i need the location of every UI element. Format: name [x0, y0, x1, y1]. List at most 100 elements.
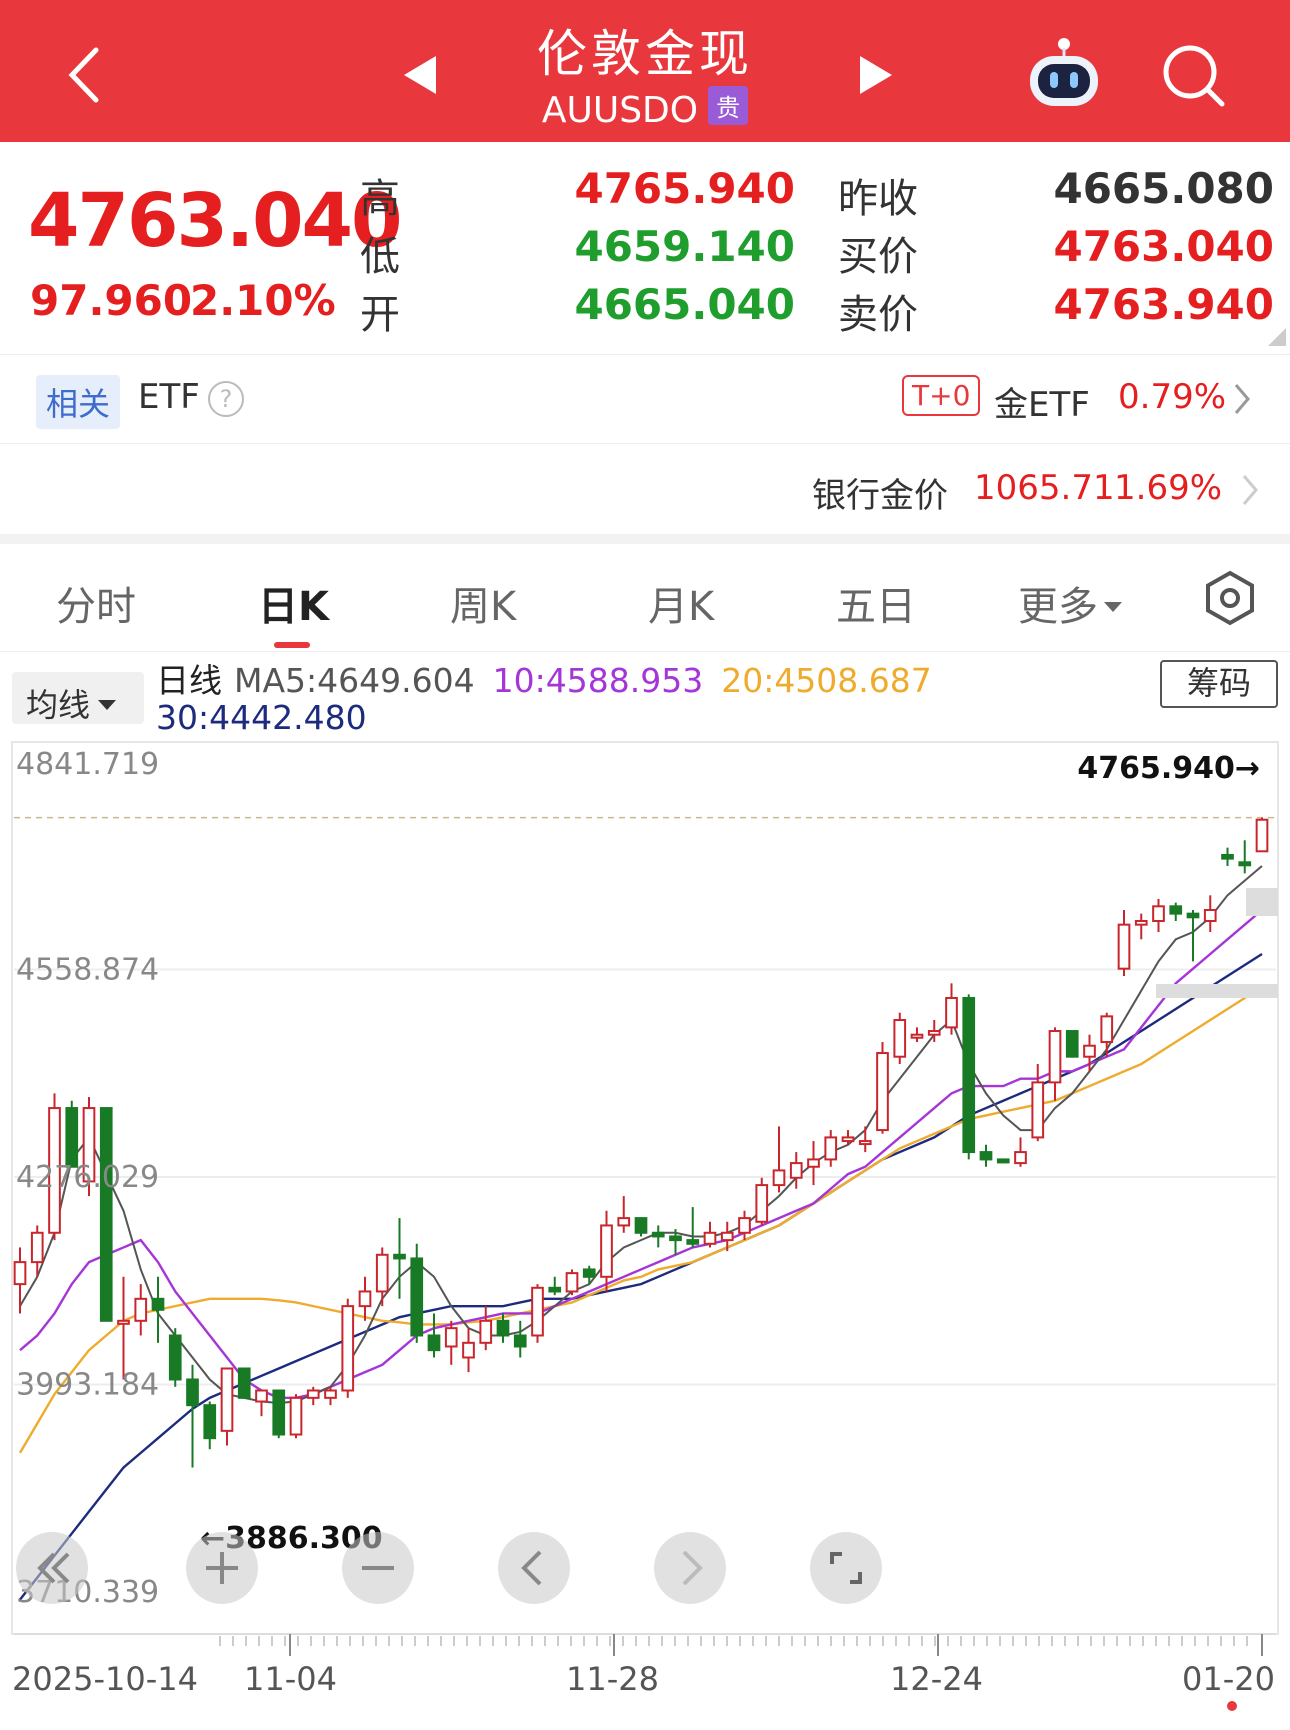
prev-close-value: 4665.080 [1053, 164, 1274, 213]
candle [341, 1298, 355, 1398]
candle-body [117, 1319, 130, 1325]
pan-left-button[interactable] [498, 1532, 570, 1604]
candle [134, 1284, 148, 1336]
candle-body [1169, 905, 1183, 915]
candle [634, 1217, 648, 1237]
candle-body [910, 1033, 924, 1039]
app-header: 伦敦金现 AUUSDO 贵 [0, 0, 1290, 142]
tab-monthly-k[interactable]: 月K [648, 584, 715, 630]
plot-frame [11, 741, 1279, 1635]
pan-right-button[interactable] [654, 1532, 726, 1604]
settings-hexagon-icon[interactable] [1202, 570, 1258, 626]
bank-gold-row[interactable]: 银行金价 1065.71 1.69% [0, 444, 1290, 534]
indicator-selector[interactable]: 均线 [12, 672, 144, 724]
zoom-in-button[interactable] [186, 1532, 258, 1604]
chevron-right-icon[interactable] [1240, 472, 1260, 508]
candlestick-chart[interactable]: 4841.719 4558.874 4276.029 3993.184 3710.339… [0, 740, 1290, 1730]
last-price: 4763.040 [28, 178, 403, 264]
tab-intraday[interactable]: 分时 [56, 584, 136, 630]
y-tick-label: 4841.719 [16, 747, 159, 782]
candle-body [220, 1367, 234, 1432]
bank-gold-percent: 1.69% [1114, 468, 1223, 508]
tab-more-label: 更多 [1018, 584, 1098, 630]
candle-body [168, 1334, 182, 1381]
etf-label: ETF [138, 377, 200, 417]
candle-body [203, 1404, 217, 1440]
candle [1031, 1064, 1045, 1142]
candle [168, 1328, 182, 1387]
ma-period-label: 日线 [156, 661, 222, 700]
related-etf-row[interactable]: 相关 ETF ? T+0 金ETF 0.79% [0, 354, 1290, 444]
candle [945, 983, 958, 1035]
candle [30, 1225, 44, 1277]
today-dot [1227, 1701, 1237, 1711]
tab-more[interactable]: 更多 [1018, 574, 1122, 632]
chevron-right-icon[interactable] [1232, 381, 1252, 417]
back-chevron-icon[interactable] [58, 40, 118, 110]
price-change: 97.960 [30, 276, 193, 325]
candle-body [1238, 861, 1252, 867]
candle [1186, 909, 1200, 962]
candle-body [1031, 1081, 1045, 1139]
gold-etf-name: 金ETF [994, 385, 1090, 425]
candle [996, 1158, 1010, 1164]
candle-body [738, 1217, 751, 1234]
candle-body [858, 1140, 872, 1146]
candle [255, 1389, 268, 1417]
candle [358, 1276, 372, 1321]
candle-body [1134, 919, 1148, 926]
candle [686, 1207, 700, 1248]
candle [1117, 909, 1131, 977]
section-divider [0, 534, 1290, 544]
tab-five-day[interactable]: 五日 [836, 584, 916, 630]
minus-icon [362, 1566, 394, 1570]
low-label: 低 [360, 234, 400, 280]
expand-corner-icon[interactable] [1268, 328, 1286, 346]
low-value: 4659.140 [574, 222, 795, 271]
price-tag-highlight [1156, 984, 1278, 998]
zoom-out-button[interactable] [342, 1532, 414, 1604]
help-icon[interactable]: ? [208, 381, 244, 417]
bid-label: 买价 [838, 234, 918, 280]
open-label: 开 [360, 292, 400, 338]
candle-body [841, 1136, 855, 1143]
ask-value: 4763.940 [1053, 280, 1274, 329]
candle-body [99, 1107, 113, 1322]
candle [1238, 840, 1252, 874]
chip-distribution-button[interactable]: 筹码 [1160, 660, 1278, 708]
candle-body [410, 1257, 424, 1337]
tab-weekly-k[interactable]: 周K [450, 584, 517, 630]
candle [703, 1221, 717, 1248]
symbol-code: AUUSDO [541, 90, 699, 131]
price-tag-highlight [1246, 888, 1278, 916]
chevron-right-icon [682, 1550, 703, 1586]
candle [841, 1130, 855, 1145]
candle-body [289, 1396, 303, 1436]
fullscreen-button[interactable] [810, 1532, 882, 1604]
candle-body [462, 1341, 475, 1359]
bid-value: 4763.040 [1053, 222, 1274, 271]
candle [1065, 1030, 1079, 1058]
candle-body [651, 1231, 665, 1238]
candle [617, 1196, 631, 1233]
candle-body [634, 1217, 648, 1234]
robot-assistant-icon[interactable] [1024, 36, 1104, 112]
tab-daily-k[interactable]: 日K [258, 584, 329, 630]
next-triangle-icon[interactable] [856, 52, 896, 98]
candle [479, 1306, 493, 1351]
ma-legend: 日线 MA5:4649.604 10:4588.953 20:4508.687 [156, 654, 932, 702]
prev-triangle-icon[interactable] [400, 52, 440, 98]
prev-close-label: 昨收 [838, 176, 918, 222]
double-chevron-left-icon [37, 1552, 70, 1584]
candle-body [324, 1389, 337, 1399]
symbol-line: AUUSDO 贵 [445, 86, 845, 131]
candle-body [1186, 912, 1200, 919]
price-change-percent: 2.10% [190, 276, 336, 325]
y-tick-label: 3993.184 [16, 1368, 159, 1403]
pan-to-start-button[interactable] [16, 1532, 88, 1604]
candle-body [341, 1305, 355, 1392]
candle-body [703, 1231, 717, 1245]
candle [755, 1177, 769, 1226]
candle-body [151, 1297, 165, 1311]
search-icon[interactable] [1160, 42, 1230, 108]
